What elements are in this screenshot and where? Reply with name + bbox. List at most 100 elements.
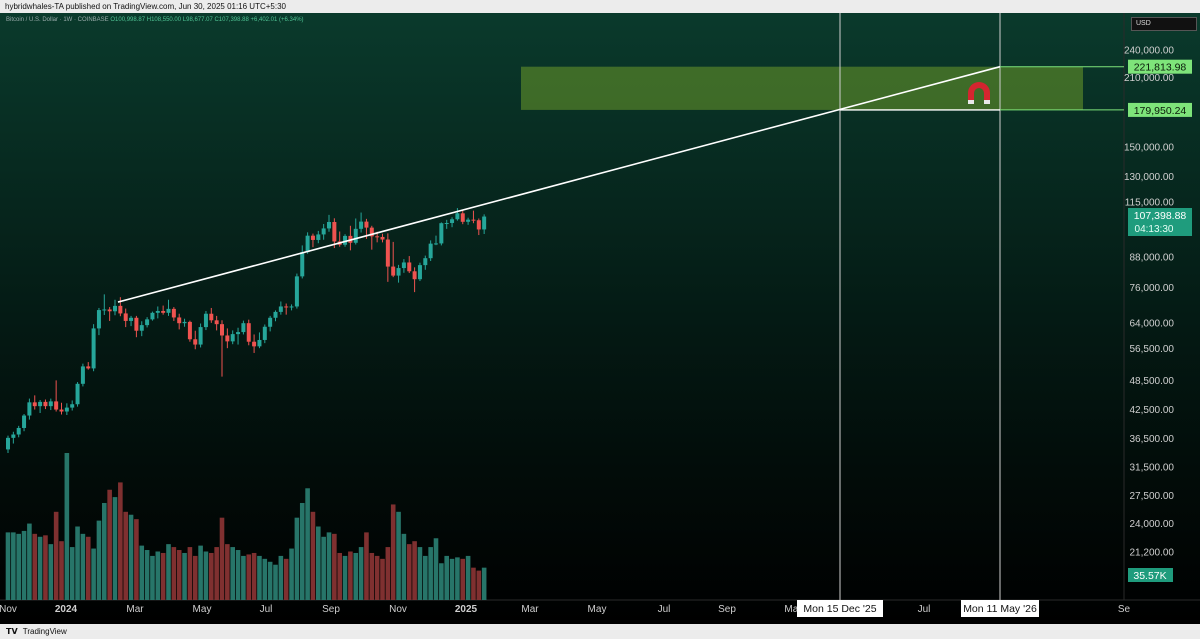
volume-bar [96,520,102,600]
volume-bar [171,547,177,600]
volume-bar [225,544,230,600]
candle-body [16,427,21,435]
candle-body [145,319,150,326]
volume-bar [150,555,155,600]
candle-body [32,402,37,407]
y-tick-label: 115,000.00 [1125,197,1175,208]
candle-body [155,310,160,313]
candle-body [59,409,64,412]
candle-body [300,252,305,277]
date-label-bg [961,600,1039,617]
candle-body [460,213,465,222]
volume-bar [433,538,439,600]
candle-body [241,323,246,333]
volume-bar [476,570,482,600]
volume-bar [85,536,91,600]
volume-bar [294,517,300,600]
volume-bar [27,523,32,600]
candle-body [246,323,251,342]
candle-body [139,325,144,331]
volume-bar [11,532,16,600]
candle-body [96,310,101,329]
volume-bar [439,563,444,600]
x-tick-label: Mar [521,604,539,615]
candle-body [471,219,476,221]
candle-body [48,401,53,407]
x-tick-label: 2024 [55,604,78,615]
candle-body [407,262,412,272]
volume-bar [374,555,380,600]
candle-body [113,305,117,312]
volume-bar [112,497,118,600]
volume-bar [385,547,391,600]
volume-bar [364,532,369,600]
x-tick-label: Nov [389,604,407,615]
candle-body [310,235,315,240]
candle-body [161,310,166,313]
candle-body [332,222,337,242]
candle-body [257,339,262,347]
volume-bar [460,558,466,600]
volume-bar [53,511,59,600]
volume-bar [155,551,161,600]
candle-body [91,328,96,369]
volume-bar [128,514,134,600]
candle-body [134,317,139,331]
volume-bar [144,550,150,600]
candle-body [166,308,171,313]
y-tick-label: 210,000.00 [1124,73,1174,84]
publish-line: hybridwhales-TA published on TradingView… [5,2,286,11]
candle-body [236,332,241,335]
candle-body [401,262,406,269]
candle-body [321,228,326,235]
y-tick-label: 56,500.00 [1130,344,1175,355]
candle-body [278,306,283,312]
volume-bar [198,545,203,600]
volume-bar [278,555,284,600]
volume-bar [64,453,70,600]
candle-body [369,227,374,237]
footer-bar: 𝗧𝗩 TradingView [0,624,1200,639]
candle-body [27,402,32,416]
candle-body [412,271,417,280]
symbol-name: Bitcoin / U.S. Dollar · 1W · COINBASE [6,17,109,23]
candle-body [316,234,321,240]
candle-body [214,320,219,325]
volume-bar [353,552,359,600]
candle-body [444,222,449,224]
candle-body [64,407,69,412]
volume-bar [380,558,385,600]
volume-bar [230,547,235,600]
volume-bar [455,557,460,600]
volume-bar [358,547,364,600]
candle-body [177,317,182,324]
candle-body [439,223,444,244]
volume-label: 35.57K [1133,570,1166,582]
candle-body [11,434,16,438]
volume-bar [235,550,241,600]
candle-body [466,219,471,222]
volume-bar [283,558,289,600]
volume-bar [123,511,128,600]
currency-selector[interactable]: USD [1131,17,1197,31]
candle-body [70,404,75,408]
volume-bar [176,550,182,600]
x-tick-label: 2025 [455,604,478,615]
volume-bar [203,551,209,600]
trendline [117,65,1001,303]
candle-body [203,313,208,328]
volume-bar [471,567,476,600]
y-tick-label: 36,500.00 [1130,434,1175,445]
volume-bar [118,482,123,600]
volume-bar [139,545,145,600]
x-tick-label: Sep [322,604,340,615]
volume-bar [305,488,310,600]
magnet-icon-tip [968,100,974,104]
volume-bar [401,533,407,600]
candle-body [38,401,43,407]
volume-bar [342,555,348,600]
volume-bar [406,544,412,600]
candle-body [262,326,267,340]
volume-bar [337,552,342,600]
